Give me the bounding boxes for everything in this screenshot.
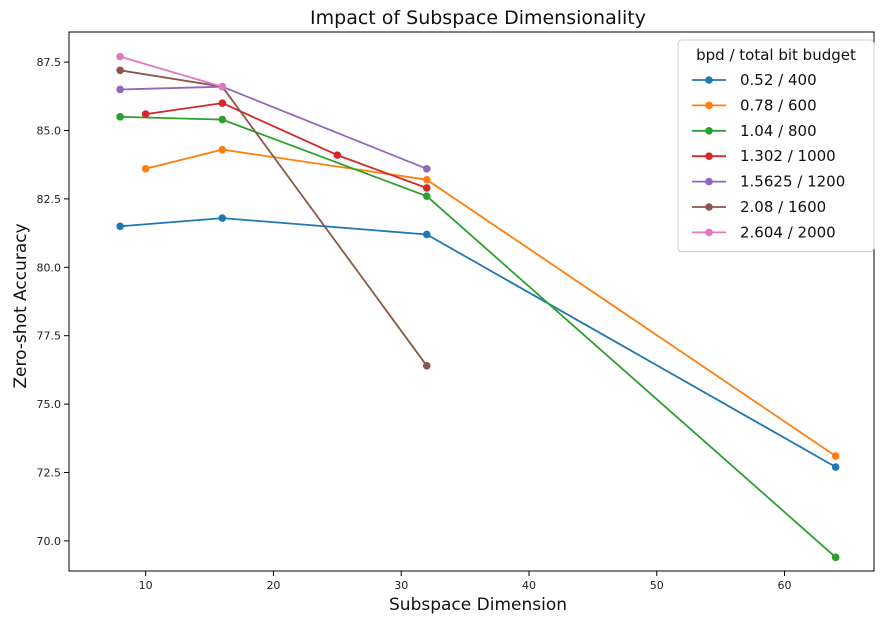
y-axis-title: Zero-shot Accuracy [11,223,31,388]
data-point [422,230,431,239]
series-line [119,55,223,88]
plot-frame [68,31,875,572]
data-point [141,165,150,173]
legend-box [677,39,875,253]
x-tick-label: 40 [522,579,536,592]
x-axis-title: Subspace Dimension [389,595,567,615]
legend-swatch-marker [705,177,713,186]
data-point [116,66,124,75]
legend-label: 2.604 / 2000 [740,223,836,241]
data-point [218,82,227,91]
data-point [422,175,431,184]
data-point [831,463,840,471]
series-2 [141,145,840,460]
data-point [422,361,431,370]
data-point [116,222,124,231]
series-4 [141,99,431,192]
legend-item: 0.78 / 600 [692,96,817,114]
chart-title: Impact of Subspace Dimensionality [310,7,646,29]
data-point [831,452,840,460]
data-point [116,113,124,121]
legend-label: 1.302 / 1000 [740,147,836,165]
legend-item: 2.08 / 1600 [692,198,826,216]
series-1 [116,214,840,471]
y-tick-label: 87.5 [37,56,62,69]
y-tick-label: 75.0 [37,398,62,411]
series-5 [116,82,431,173]
data-point [218,99,227,107]
legend-item: 2.604 / 2000 [692,223,836,241]
series-3 [116,113,840,562]
y-tick-label: 77.5 [37,330,62,343]
y-tick-label: 80.0 [37,261,62,274]
series-line [145,102,428,189]
legend-swatch-marker [705,228,713,237]
data-point [218,115,227,124]
series-line [120,217,837,468]
x-tick-label: 10 [139,579,153,592]
data-point [422,184,431,192]
data-point [422,165,431,173]
legend-swatch-marker [705,101,713,110]
y-tick-label: 70.0 [37,535,62,548]
series-line [145,148,837,457]
legend-title: bpd / total bit budget [696,46,856,64]
legend: bpd / total bit budget 0.52 / 400 0.78 / 6… [677,39,875,253]
legend-label: 1.5625 / 1200 [740,173,845,191]
legend-item: 1.04 / 800 [692,122,817,140]
series-7 [116,52,227,91]
legend-label: 0.78 / 600 [740,96,817,114]
legend-item: 1.302 / 1000 [692,147,836,165]
series-line [119,69,428,367]
legend-item: 0.52 / 400 [692,71,817,89]
y-tick-label: 85.0 [37,124,62,137]
legend-item: 1.5625 / 1200 [692,173,845,191]
legend-swatch-marker [705,127,713,135]
x-tick-label: 20 [266,579,280,592]
data-point [218,145,227,154]
data-point [422,192,431,200]
x-tick-label: 30 [394,579,408,592]
legend-swatch-marker [705,203,713,211]
legend-label: 2.08 / 1600 [740,198,826,216]
series-line [120,115,837,558]
data-point [218,214,227,222]
y-tick-label: 82.5 [37,193,62,206]
plot-area: 10 20 30 40 50 60 70.0 72.5 75.0 77.5 80.0 82.5 85.0… [37,31,875,592]
data-point [116,52,124,61]
legend-swatch-marker [705,152,713,160]
x-tick-label: 50 [650,579,664,592]
data-point [116,85,124,94]
legend-label: 1.04 / 800 [740,122,817,140]
y-tick-label: 72.5 [37,467,62,480]
data-point [141,110,150,118]
data-point [831,553,840,562]
legend-swatch-marker [705,76,713,84]
data-point [333,151,342,159]
x-tick-label: 60 [778,579,792,592]
legend-label: 0.52 / 400 [740,71,817,89]
